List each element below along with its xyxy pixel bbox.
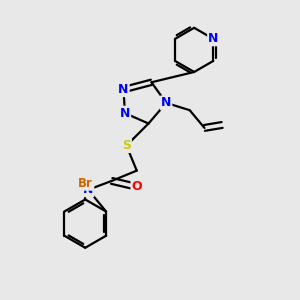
Text: S: S: [122, 139, 131, 152]
Text: H: H: [78, 178, 88, 188]
Text: N: N: [83, 183, 93, 196]
Text: O: O: [131, 180, 142, 193]
Text: N: N: [208, 32, 218, 45]
Text: N: N: [161, 96, 171, 110]
Text: N: N: [120, 107, 130, 120]
Text: Br: Br: [78, 177, 93, 190]
Text: N: N: [118, 83, 129, 96]
